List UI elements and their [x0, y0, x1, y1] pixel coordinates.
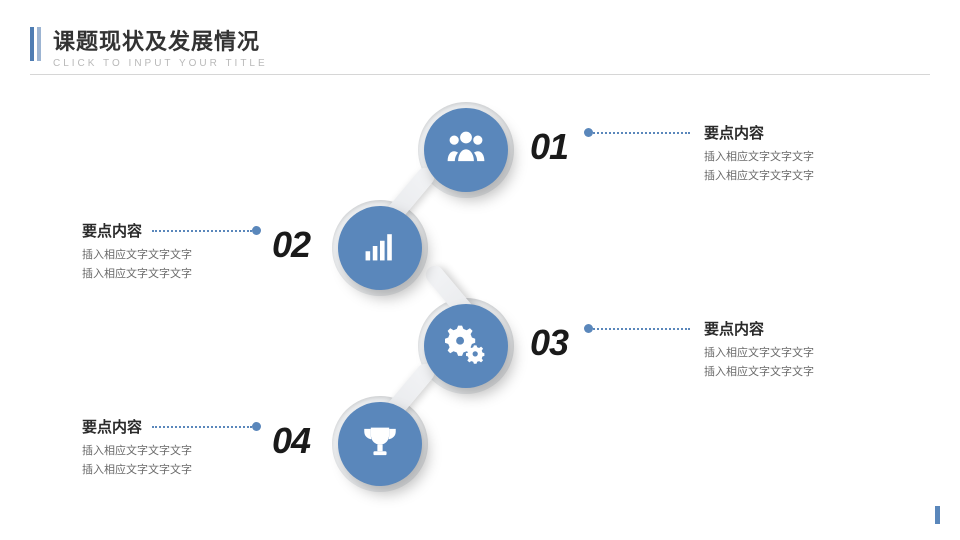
- step-number-03: 03: [530, 322, 568, 364]
- node-02: [338, 206, 422, 290]
- diagram-stage: 01要点内容插入相应文字文字文字插入相应文字文字文字02要点内容插入相应文字文字…: [0, 90, 960, 520]
- item-heading-04: 要点内容: [82, 416, 242, 437]
- step-number-04: 04: [272, 420, 310, 462]
- leader-dot-01: [584, 128, 593, 137]
- step-number-02: 02: [272, 224, 310, 266]
- leader-line-03: [590, 328, 690, 330]
- leader-dot-02: [252, 226, 261, 235]
- title-divider: [30, 74, 930, 75]
- item-heading-03: 要点内容: [704, 318, 764, 339]
- title-mark-a: [30, 27, 34, 61]
- item-desc-04: 插入相应文字文字文字插入相应文字文字文字: [82, 442, 242, 479]
- item-desc-02: 插入相应文字文字文字插入相应文字文字文字: [82, 246, 242, 283]
- slide-title-bar: 课题现状及发展情况 CLICK TO INPUT YOUR TITLE: [30, 24, 268, 69]
- leader-dot-04: [252, 422, 261, 431]
- title-mark-b: [37, 27, 41, 61]
- item-desc-01: 插入相应文字文字文字插入相应文字文字文字: [704, 148, 814, 185]
- people-icon: [445, 127, 487, 174]
- page-title: 课题现状及发展情况: [53, 24, 268, 56]
- page-subtitle: CLICK TO INPUT YOUR TITLE: [53, 58, 268, 69]
- bars-icon: [359, 225, 401, 272]
- leader-line-01: [590, 132, 690, 134]
- leader-dot-03: [584, 324, 593, 333]
- item-heading-02: 要点内容: [82, 220, 242, 241]
- node-01: [424, 108, 508, 192]
- node-04: [338, 402, 422, 486]
- title-accent-marks: [30, 24, 41, 61]
- step-number-01: 01: [530, 126, 568, 168]
- node-03: [424, 304, 508, 388]
- trophy-icon: [359, 421, 401, 468]
- item-heading-01: 要点内容: [704, 122, 764, 143]
- gears-icon: [445, 323, 487, 370]
- item-desc-03: 插入相应文字文字文字插入相应文字文字文字: [704, 344, 814, 381]
